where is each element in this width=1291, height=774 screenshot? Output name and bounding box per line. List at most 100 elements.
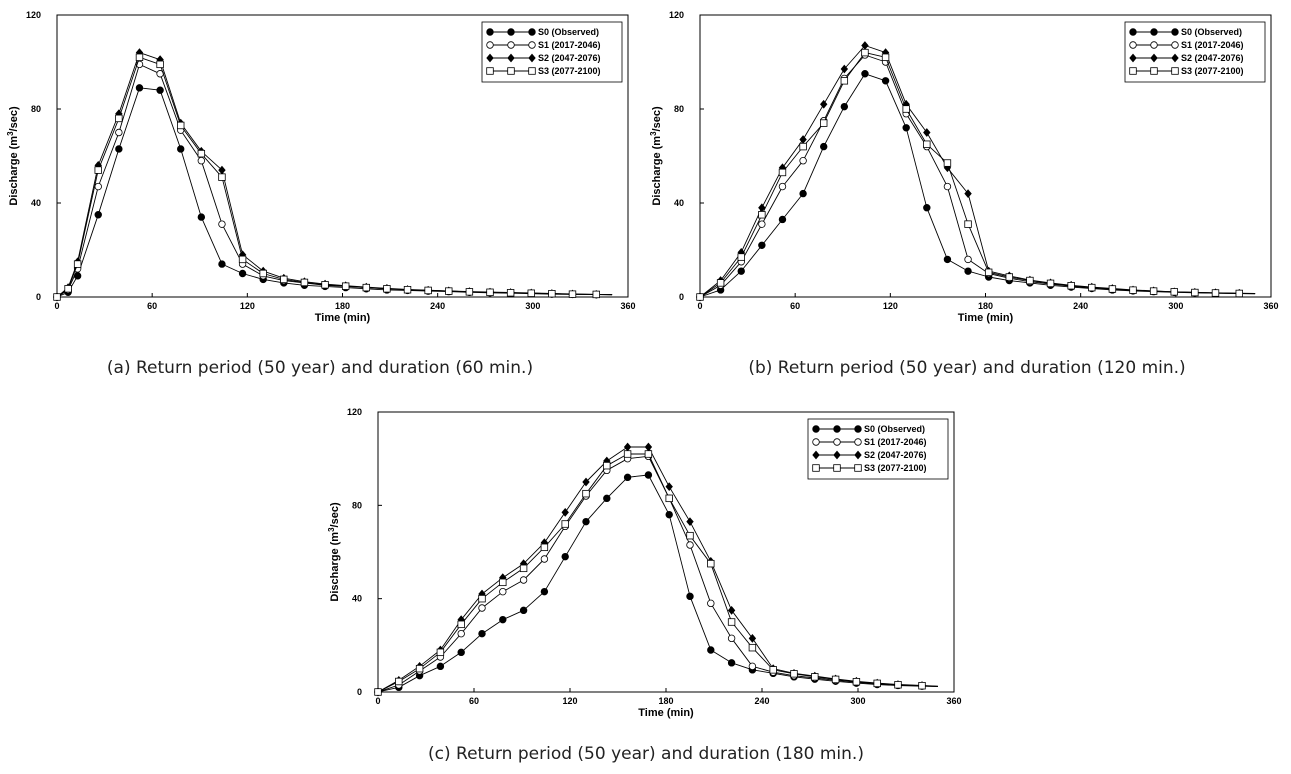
legend-marker-a-0-0 — [486, 28, 494, 36]
data-point-a-3-12 — [280, 275, 288, 284]
legend-marker-a-1-0 — [486, 41, 494, 49]
y-tick-label-b-1: 40 — [674, 198, 684, 208]
data-point-a-0-10 — [238, 269, 247, 278]
series-a-3 — [53, 53, 613, 301]
legend-b: S0 (Observed) S1 (2017-2046) S2 (2047-2076… — [1124, 21, 1266, 83]
legend-marker-a-1-2 — [528, 41, 536, 49]
series-b-3 — [696, 48, 1256, 301]
data-point-b-0-2 — [737, 267, 745, 275]
x-tick-label-b-1: 60 — [790, 301, 800, 311]
data-point-c-3-4 — [457, 620, 465, 629]
x-tick-label-b-4: 240 — [1073, 301, 1088, 311]
data-point-b-2-6 — [820, 99, 828, 109]
x-tick-label-c-0: 0 — [375, 696, 380, 706]
legend-marker-b-0-1 — [1150, 28, 1158, 36]
legend-marker-a-3-0 — [486, 67, 494, 75]
data-point-b-1-4 — [778, 182, 787, 191]
data-point-b-1-13 — [964, 255, 972, 264]
series-c-0 — [374, 471, 939, 696]
data-point-c-0-14 — [665, 510, 673, 519]
y-tick-label-a-0: 0 — [36, 292, 41, 302]
x-tick-label-b-2: 120 — [883, 301, 898, 311]
data-point-b-3-18 — [1067, 282, 1075, 290]
data-point-c-3-3 — [436, 648, 445, 657]
data-point-b-0-13 — [964, 267, 972, 275]
data-point-b-3-24 — [1191, 288, 1199, 297]
data-point-b-3-14 — [984, 268, 993, 277]
data-point-c-0-12 — [623, 473, 632, 482]
legend-label-c-0: S0 (Observed) — [864, 424, 925, 434]
x-tick-label-c-3: 180 — [658, 696, 673, 706]
legend-marker-a-2-1 — [507, 53, 515, 63]
x-tick-label-a-6: 360 — [620, 301, 635, 311]
series-a-1 — [53, 60, 613, 301]
legend-marker-b-2-2 — [1171, 53, 1179, 63]
data-point-c-0-4 — [457, 648, 465, 657]
data-point-c-0-8 — [540, 587, 549, 596]
data-point-b-3-4 — [778, 168, 787, 177]
data-point-c-2-17 — [727, 605, 736, 615]
data-point-c-1-17 — [727, 634, 736, 643]
x-tick-label-a-4: 240 — [430, 301, 445, 311]
data-point-b-3-23 — [1170, 288, 1178, 296]
data-point-c-0-3 — [436, 662, 445, 671]
data-point-c-1-7 — [519, 576, 528, 584]
data-point-a-0-9 — [218, 260, 226, 268]
legend-marker-b-1-1 — [1150, 41, 1158, 49]
legend-label-a-0: S0 (Observed) — [538, 27, 599, 37]
data-point-c-0-11 — [603, 494, 611, 503]
data-point-a-3-2 — [73, 260, 82, 268]
legend-marker-b-0-0 — [1129, 28, 1137, 36]
data-point-c-0-15 — [686, 592, 694, 601]
legend-a: S0 (Observed) S1 (2017-2046) S2 (2047-2076… — [481, 21, 623, 83]
data-point-c-3-24 — [873, 679, 881, 688]
legend-marker-b-3-2 — [1171, 67, 1179, 75]
x-tick-label-a-3: 180 — [335, 301, 350, 311]
chart-panel-c: 0 60 120 180 240 300 360 0 40 80 120 Time (min) Disc… — [322, 398, 970, 774]
legend-label-b-2: S2 (2047-2076) — [1181, 53, 1244, 63]
data-point-c-0-10 — [582, 517, 590, 526]
data-point-a-3-3 — [94, 166, 102, 174]
x-tick-label-b-5: 300 — [1168, 301, 1183, 311]
data-point-a-3-0 — [53, 293, 61, 301]
legend-label-c-2: S2 (2047-2076) — [864, 450, 927, 460]
chart-panel-a: 0 60 120 180 240 300 360 0 40 80 120 Time (min) Disc… — [0, 0, 640, 390]
data-point-b-3-0 — [696, 293, 704, 301]
data-point-a-3-20 — [445, 287, 453, 295]
data-point-b-3-26 — [1235, 289, 1243, 298]
data-point-c-3-21 — [811, 673, 819, 681]
data-point-b-0-6 — [820, 142, 828, 151]
data-point-c-3-25 — [894, 681, 902, 689]
data-point-c-3-13 — [644, 450, 653, 458]
data-point-c-3-10 — [582, 489, 590, 498]
data-point-a-0-6 — [156, 86, 164, 94]
data-point-c-3-22 — [831, 675, 840, 684]
data-point-a-3-16 — [362, 283, 370, 292]
data-point-c-0-6 — [499, 615, 507, 624]
data-point-b-3-2 — [737, 253, 745, 261]
data-point-b-3-20 — [1108, 285, 1117, 293]
series-line-a-1 — [56, 63, 613, 298]
legend-marker-a-0-2 — [528, 28, 536, 36]
x-axis-label-a: Time (min) — [315, 312, 371, 324]
data-point-b-1-12 — [943, 182, 952, 191]
legend-marker-b-1-0 — [1129, 41, 1137, 49]
data-point-b-3-12 — [943, 159, 952, 167]
data-point-c-2-12 — [623, 442, 632, 452]
legend-label-a-1: S1 (2017-2046) — [538, 40, 601, 50]
legend-c: S0 (Observed) S1 (2017-2046) S2 (2047-2076… — [807, 418, 949, 480]
legend-marker-c-0-0 — [812, 425, 820, 433]
data-point-c-0-16 — [707, 646, 715, 654]
data-point-b-3-5 — [799, 142, 807, 151]
legend-marker-c-3-1 — [833, 464, 841, 472]
legend-marker-b-3-0 — [1129, 67, 1137, 75]
series-line-a-0 — [56, 87, 613, 298]
data-point-c-3-7 — [519, 564, 528, 573]
data-point-b-3-25 — [1211, 289, 1220, 297]
data-point-b-0-4 — [778, 215, 787, 224]
data-point-b-3-16 — [1026, 276, 1034, 285]
y-axis-label-a: Discharge (m3/sec) — [6, 106, 20, 206]
data-point-c-1-8 — [540, 555, 549, 563]
y-tick-label-b-0: 0 — [679, 292, 684, 302]
data-point-b-0-9 — [881, 77, 890, 85]
